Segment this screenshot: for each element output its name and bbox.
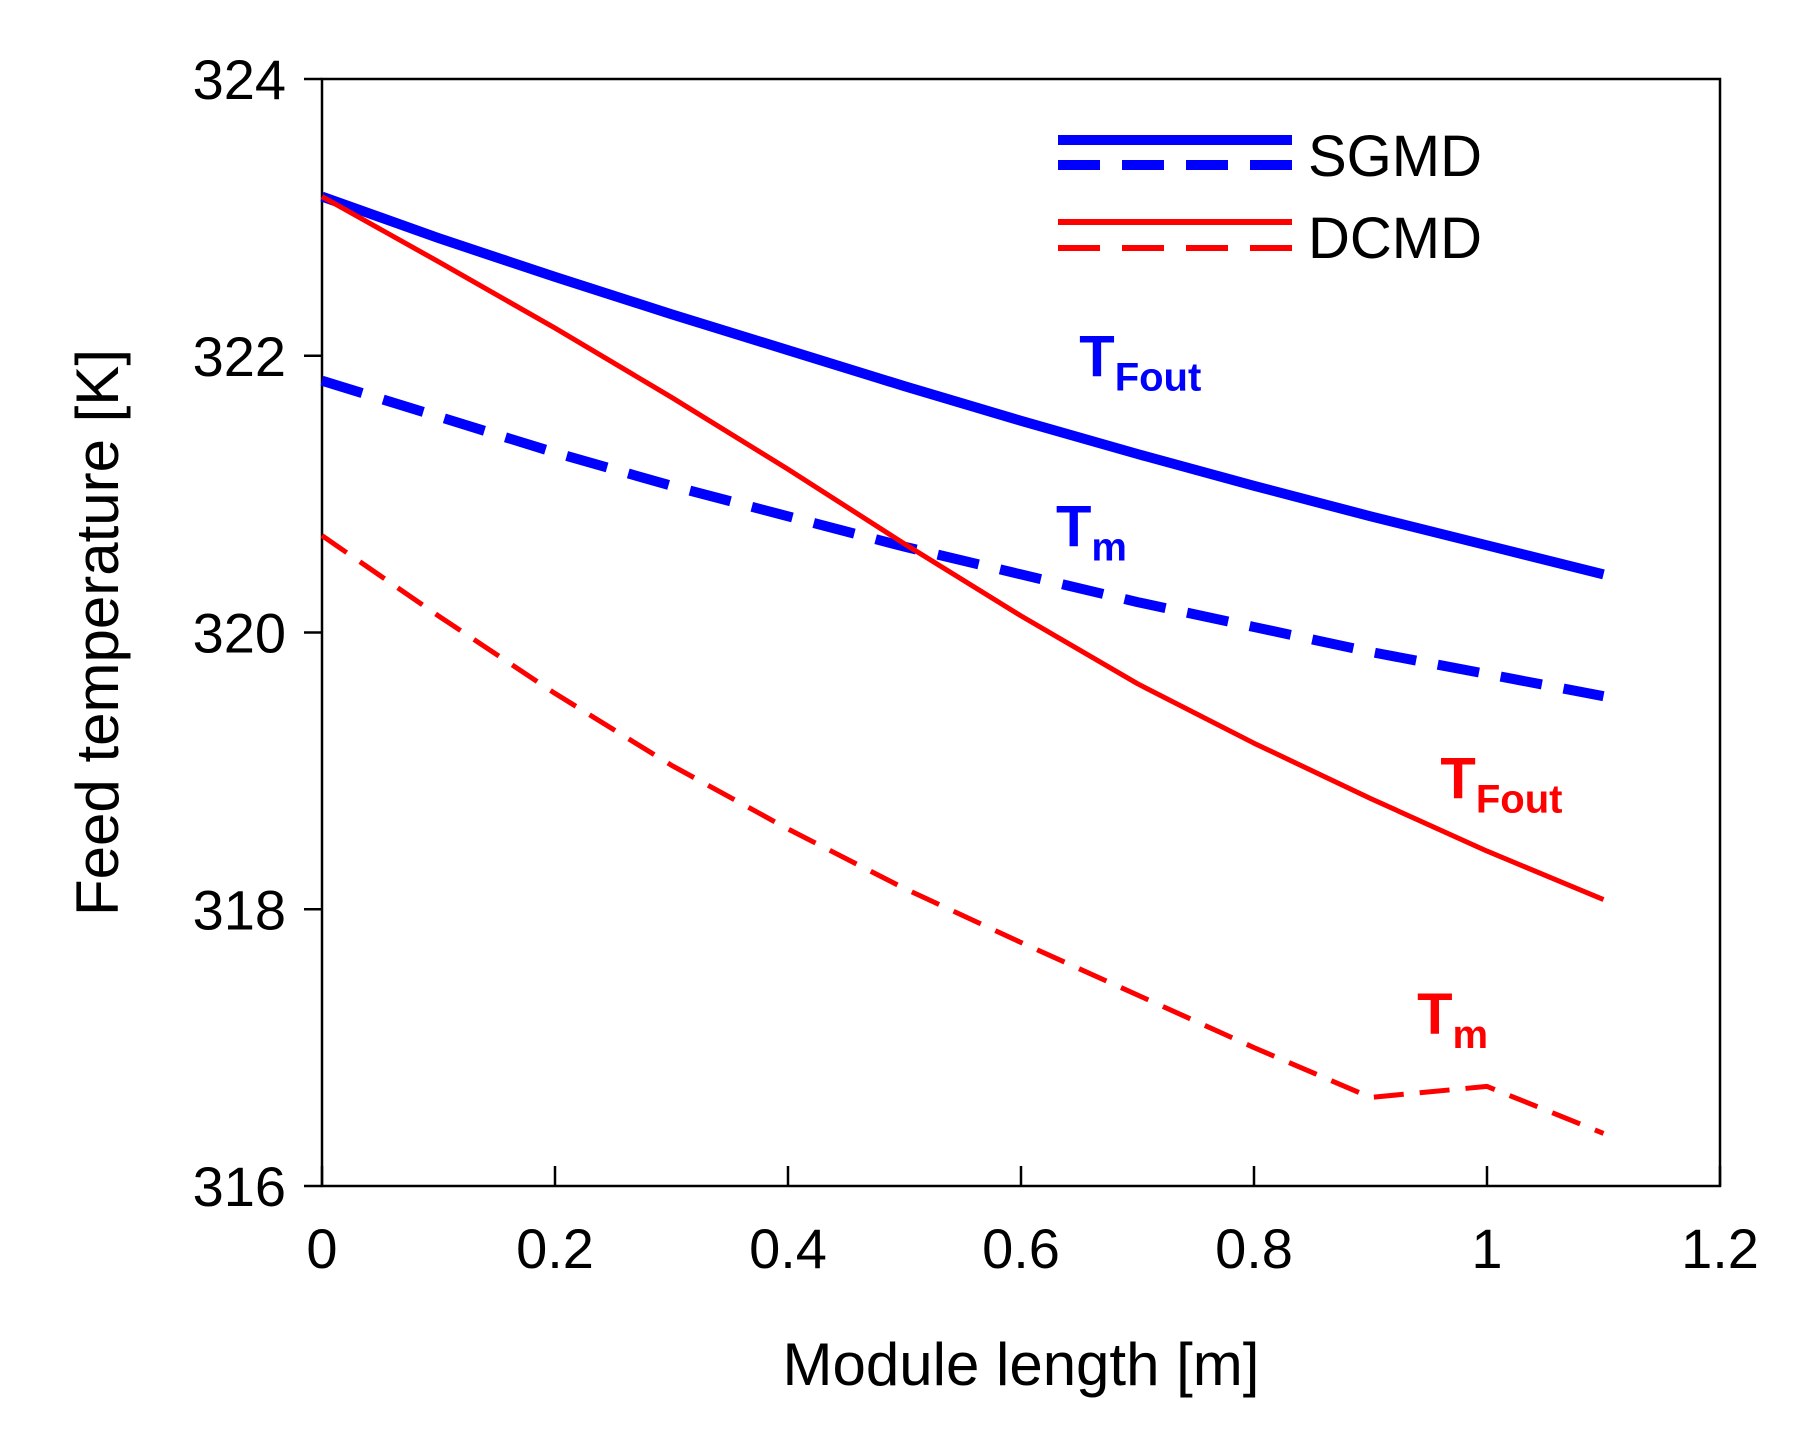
y-tick-label: 324 [193, 48, 286, 111]
x-tick-label: 1.2 [1681, 1217, 1759, 1280]
plot-area: 0 0.2 0.4 0.6 0.8 1 1.2 316 318 320 322 324 [193, 48, 1759, 1280]
annotation-layer: TFout Tm TFout Tm [1056, 325, 1563, 1057]
series-annotation: Tm [1417, 982, 1488, 1057]
sgmd-dashed-line [320, 375, 1605, 702]
x-tick-label: 0.2 [516, 1217, 594, 1280]
series-annotation: Tm [1056, 495, 1127, 570]
series-layer [320, 191, 1605, 1136]
y-tick-label: 316 [193, 1155, 286, 1218]
x-tick-label: 0.4 [749, 1217, 827, 1280]
plot-frame [320, 77, 1722, 1188]
series-annotation: TFout [1079, 325, 1201, 400]
y-tick-label: 318 [193, 878, 286, 941]
legend-label: DCMD [1308, 206, 1482, 271]
x-tick-label: 0.8 [1215, 1217, 1293, 1280]
y-tick-label: 320 [193, 602, 286, 665]
sgmd-solid-line [320, 191, 1605, 580]
dcmd-solid-line [320, 194, 1605, 902]
legend-label: SGMD [1308, 124, 1482, 189]
x-tick-label: 0.6 [982, 1217, 1060, 1280]
y-tick-label: 322 [193, 325, 286, 388]
dcmd-dashed-line [320, 533, 1605, 1136]
axes-labels: Module length [m] Feed temperature [K] [64, 349, 1259, 1398]
x-tick-label: 1 [1471, 1217, 1502, 1280]
x-axis-title: Module length [m] [783, 1331, 1260, 1398]
series-annotation: TFout [1440, 747, 1562, 822]
legend: SGMD DCMD [1058, 124, 1482, 271]
x-tick-label: 0 [306, 1217, 337, 1280]
y-axis-title: Feed temperature [K] [64, 349, 131, 916]
